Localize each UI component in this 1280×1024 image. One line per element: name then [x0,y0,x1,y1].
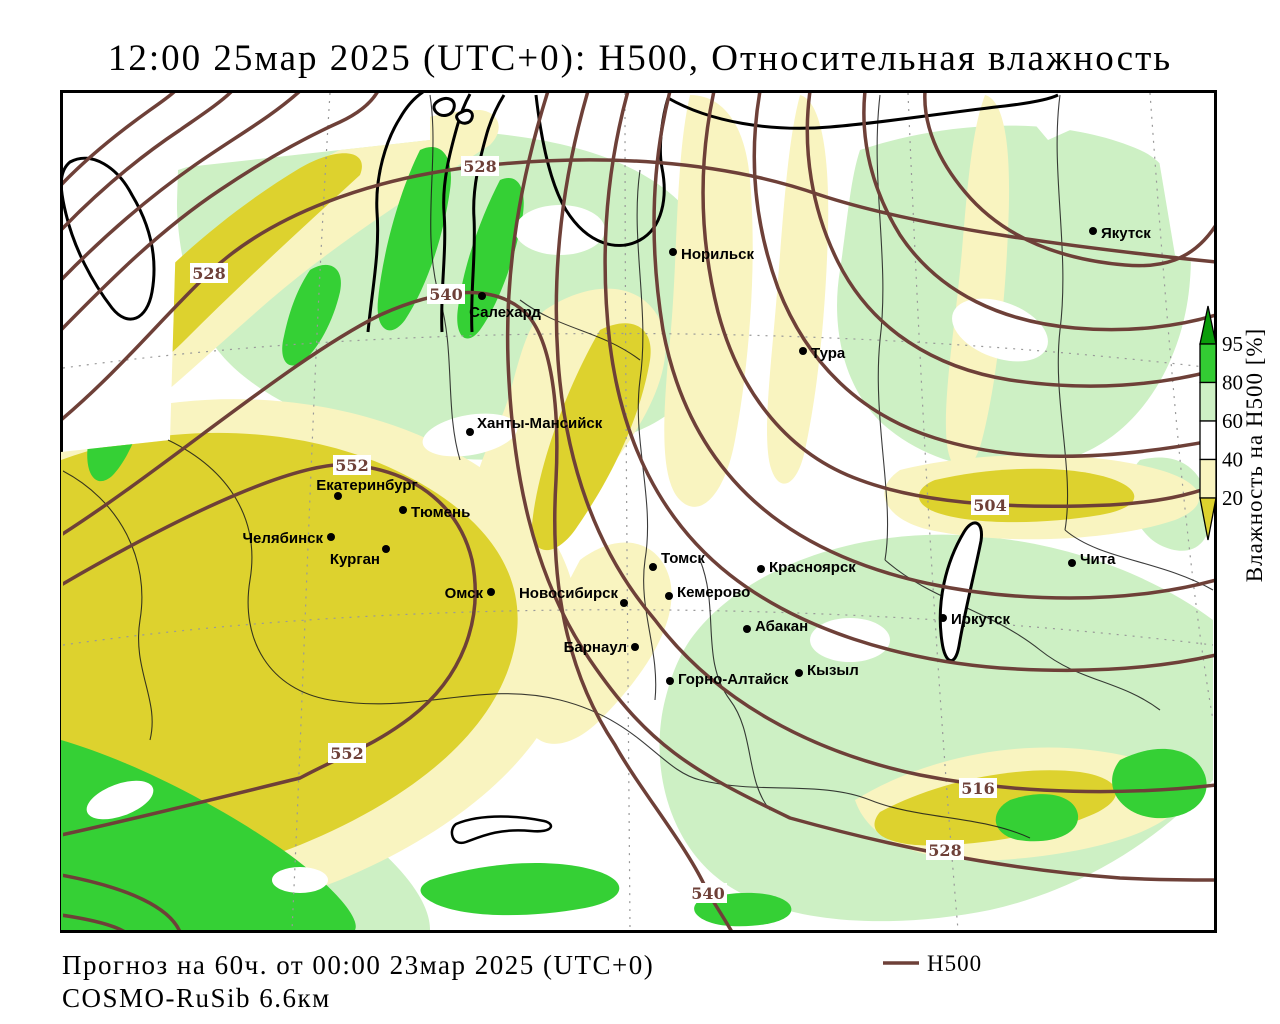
city-dot [757,565,765,573]
city-label: Салехард [469,304,541,321]
contour-label: 528 [192,264,225,283]
colorbar-tick-label: 95 [1222,332,1243,356]
city-label: Горно-Алтайск [678,671,789,688]
city-label: Кемерово [677,584,750,601]
city-dot [1089,227,1097,235]
colorbar-segment [1200,344,1216,383]
colorbar-tick-label: 40 [1222,448,1243,472]
contour-label: 528 [463,157,496,176]
colorbar-tick-label: 20 [1222,486,1243,510]
colorbar-tick-label: 60 [1222,409,1243,433]
arctic-island [434,98,454,115]
city-label: Екатеринбург [316,477,418,494]
city-dot [466,428,474,436]
city-dot [478,292,486,300]
city-dot [620,599,628,607]
colorbar-tick-label: 80 [1222,371,1243,395]
city-label: Курган [330,551,380,568]
map-canvas: 12:00 25мар 2025 (UTC+0): H500, Относите… [0,0,1280,1024]
city-dot [665,592,673,600]
city-dot [1068,559,1076,567]
humidity-colorbar: 95 80 60 40 20 [1200,306,1243,540]
city-label: Норильск [681,246,754,263]
city-dot [799,347,807,355]
city-dot [649,563,657,571]
city-dot [382,545,390,553]
city-dot [795,669,803,677]
city-dot [666,677,674,685]
city-label: Красноярск [769,559,856,576]
city-label: Чита [1080,551,1116,568]
city-dot [487,588,495,596]
weather-map-page: 12:00 25мар 2025 (UTC+0): H500, Относите… [0,0,1280,1024]
forecast-caption: Прогноз на 60ч. от 00:00 23мар 2025 (UTC… [62,950,654,980]
city-label: Якутск [1101,225,1151,242]
contour-label: 540 [429,285,462,304]
arctic-island [457,110,473,123]
city-dot [327,533,335,541]
contour-label: 516 [961,779,994,798]
h500-legend-label: H500 [927,951,982,976]
contour-label: 540 [691,884,724,903]
colorbar-segment [1200,383,1216,422]
contour-label: 528 [928,841,961,860]
page-title: 12:00 25мар 2025 (UTC+0): H500, Относите… [108,38,1172,79]
colorbar-segment [1200,421,1216,460]
city-label: Барнаул [564,639,627,656]
city-label: Челябинск [242,530,323,547]
colorbar-axis-label: Влажность на H500 [%] [1242,328,1267,582]
contour-label: 552 [335,456,368,475]
city-label: Новосибирск [519,585,619,602]
city-dot [743,625,751,633]
city-label: Иркутск [951,611,1010,628]
model-caption: COSMO-RuSib 6.6км [62,983,331,1013]
city-dot [669,248,677,256]
city-dot [631,643,639,651]
city-label: Омск [445,585,484,602]
city-label: Томск [661,550,705,567]
city-label: Ханты-Мансийск [477,415,603,432]
contour-label: 552 [330,744,363,763]
city-label: Кызыл [807,662,859,679]
colorbar-segment [1200,460,1216,499]
city-dot [399,506,407,514]
contour-label: 504 [973,496,1006,515]
city-label: Тюмень [411,504,470,521]
city-label: Абакан [755,618,808,635]
city-label: Тура [811,345,846,362]
city-dot [939,614,947,622]
